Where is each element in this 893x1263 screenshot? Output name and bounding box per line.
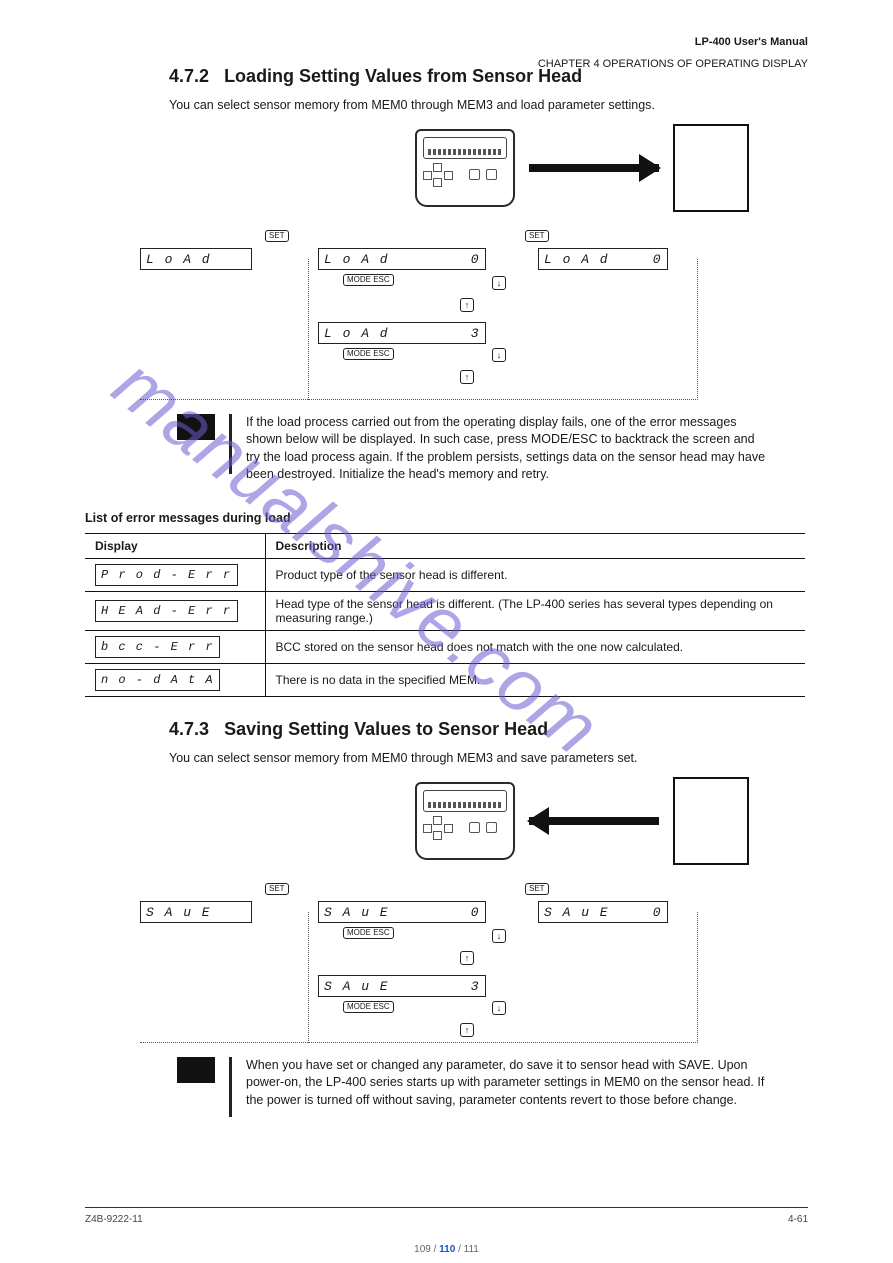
load-diagram: SET L o A d L o A d0 MODE ESC ↓ ↑ L o A … xyxy=(140,230,700,400)
table-row: b c c - E r rBCC stored on the sensor he… xyxy=(85,630,805,663)
set-tag: SET xyxy=(265,230,289,242)
viewer-pager: 109 / 110 / 111 xyxy=(0,1244,893,1255)
up-key-icon: ↑ xyxy=(460,1023,474,1037)
display-device-icon xyxy=(415,129,515,207)
note-text: If the load process carried out from the… xyxy=(246,414,766,484)
sensor-head-icon xyxy=(673,777,749,865)
mode-tag: MODE ESC xyxy=(343,927,394,939)
display-device-icon xyxy=(415,782,515,860)
section-num: 4.7.3 xyxy=(169,719,209,739)
arrow-right-icon xyxy=(529,164,659,172)
mode-tag: MODE ESC xyxy=(343,274,394,286)
lcd: S A u E xyxy=(140,901,252,923)
col-display: Display xyxy=(85,533,265,558)
manual-title: LP-400 User's Manual xyxy=(695,36,808,48)
table-row: H E A d - E r rHead type of the sensor h… xyxy=(85,591,805,630)
lcd: S A u E0 xyxy=(538,901,668,923)
load-flow xyxy=(415,124,808,212)
pager-next[interactable]: 111 xyxy=(464,1244,479,1255)
note-block: If the load process carried out from the… xyxy=(177,414,808,484)
lcd: S A u E0 xyxy=(318,901,486,923)
lcd: L o A d xyxy=(140,248,252,270)
col-desc: Description xyxy=(265,533,805,558)
arrow-left-icon xyxy=(529,817,659,825)
section-num: 4.7.2 xyxy=(169,66,209,86)
table-row: P r o d - E r rProduct type of the senso… xyxy=(85,558,805,591)
pager-prev[interactable]: 109 xyxy=(414,1244,431,1255)
note-badge-icon xyxy=(177,1057,215,1083)
down-key-icon: ↓ xyxy=(492,348,506,362)
sensor-head-icon xyxy=(673,124,749,212)
up-key-icon: ↑ xyxy=(460,951,474,965)
section-body: You can select sensor memory from MEM0 t… xyxy=(169,97,808,114)
error-list-heading: List of error messages during load xyxy=(85,510,808,527)
lcd: L o A d0 xyxy=(538,248,668,270)
save-diagram: SET S A u E S A u E0 MODE ESC ↓ ↑ S A u … xyxy=(140,883,700,1043)
lcd: L o A d3 xyxy=(318,322,486,344)
page-num: 4-61 xyxy=(788,1214,808,1225)
up-key-icon: ↑ xyxy=(460,298,474,312)
lcd: S A u E3 xyxy=(318,975,486,997)
note-block: When you have set or changed any paramet… xyxy=(177,1057,808,1117)
chapter-heading: CHAPTER 4 OPERATIONS OF OPERATING DISPLA… xyxy=(538,58,808,70)
mode-tag: MODE ESC xyxy=(343,348,394,360)
down-key-icon: ↓ xyxy=(492,1001,506,1015)
section-title: Loading Setting Values from Sensor Head xyxy=(224,66,582,86)
note-badge-icon xyxy=(177,414,215,440)
mode-tag: MODE ESC xyxy=(343,1001,394,1013)
set-tag: SET xyxy=(525,230,549,242)
page-footer: Z4B-9222-11 4-61 xyxy=(85,1207,808,1225)
section-title: Saving Setting Values to Sensor Head xyxy=(224,719,548,739)
section-body: You can select sensor memory from MEM0 t… xyxy=(169,750,808,767)
doc-code: Z4B-9222-11 xyxy=(85,1214,143,1225)
save-flow xyxy=(415,777,808,865)
set-tag: SET xyxy=(525,883,549,895)
set-tag: SET xyxy=(265,883,289,895)
pager-current: 110 xyxy=(439,1244,455,1255)
error-table: Display Description P r o d - E r rProdu… xyxy=(85,533,805,697)
down-key-icon: ↓ xyxy=(492,929,506,943)
up-key-icon: ↑ xyxy=(460,370,474,384)
table-row: n o - d A t AThere is no data in the spe… xyxy=(85,663,805,696)
note-text: When you have set or changed any paramet… xyxy=(246,1057,766,1110)
lcd: L o A d0 xyxy=(318,248,486,270)
down-key-icon: ↓ xyxy=(492,276,506,290)
